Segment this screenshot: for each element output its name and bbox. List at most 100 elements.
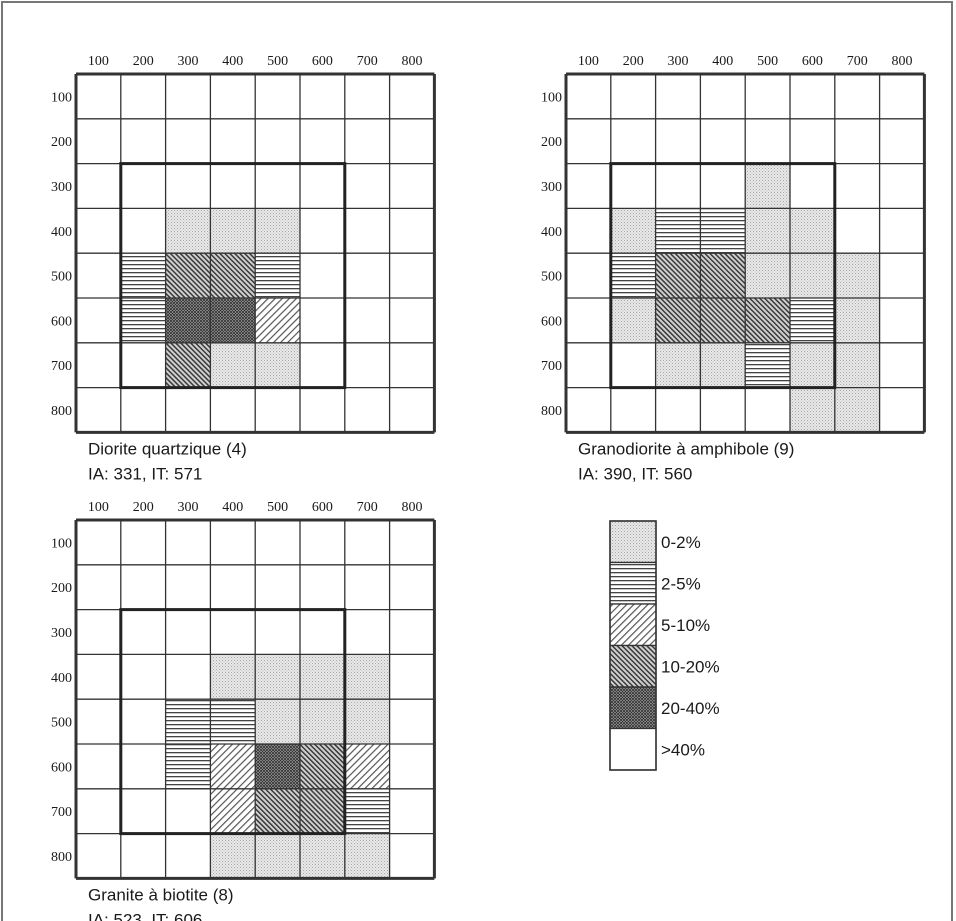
grid-cell xyxy=(655,208,701,254)
grid-cell xyxy=(120,609,166,655)
grid-cell xyxy=(76,833,121,879)
top-tick-label: 400 xyxy=(222,500,243,515)
left-tick-label: 400 xyxy=(51,225,72,240)
grid-cell xyxy=(120,788,166,834)
grid-cell xyxy=(655,163,701,209)
grid-cell xyxy=(165,788,211,834)
grid-cell xyxy=(745,74,790,119)
top-tick-label: 200 xyxy=(623,54,644,69)
left-tick-label: 100 xyxy=(51,90,72,105)
top-tick-label: 600 xyxy=(312,500,333,515)
legend-swatch xyxy=(609,686,657,730)
grid-cell xyxy=(655,342,701,388)
grid-cell xyxy=(610,253,656,298)
grid-cell xyxy=(210,699,256,744)
top-tick-label: 600 xyxy=(312,54,333,69)
grid-cell xyxy=(745,118,790,164)
grid-cell xyxy=(566,118,611,164)
grid-cell xyxy=(300,387,345,433)
grid-cell xyxy=(344,699,390,744)
panel-title: Granodiorite à amphibole (9) xyxy=(578,439,794,458)
grid-cell xyxy=(255,609,300,655)
grid-cell xyxy=(344,520,390,565)
grid-cell xyxy=(165,208,211,254)
grid-cell xyxy=(566,298,611,343)
grid-cell xyxy=(120,163,166,209)
grid-cell xyxy=(120,208,166,254)
grid-cell xyxy=(834,74,880,119)
grid-cell xyxy=(790,253,835,298)
grid-cell xyxy=(344,342,390,388)
grid-cell xyxy=(300,253,345,298)
grid-cell xyxy=(255,788,300,834)
grid-cell xyxy=(745,253,790,298)
grid-cell xyxy=(165,118,211,164)
grid-cell xyxy=(745,298,790,343)
grid-cell xyxy=(210,744,256,789)
grid-cell xyxy=(255,833,300,879)
grid-cell xyxy=(76,744,121,789)
top-tick-label: 500 xyxy=(757,54,778,69)
grid-cell xyxy=(165,520,211,565)
grid-cell xyxy=(879,342,925,388)
grid-cell xyxy=(165,609,211,655)
grid-cell xyxy=(655,298,701,343)
grid-cell xyxy=(300,788,345,834)
grid-cell xyxy=(389,699,435,744)
grid-cell xyxy=(700,387,746,433)
panel-granodiorite-amphibole: 100 200 300 400 500 600 700 800 100 200 300 400 500 6… xyxy=(541,54,926,483)
grid-cell xyxy=(210,298,256,343)
left-tick-label: 700 xyxy=(541,359,562,374)
panel-diorite-quartzique: 100 200 300 400 500 600 700 800 100 200 300 400 500 6… xyxy=(51,54,436,483)
grid-cell xyxy=(255,342,300,388)
grid-cell xyxy=(389,74,435,119)
grid-cell xyxy=(255,699,300,744)
grid-cell xyxy=(389,609,435,655)
legend-frame xyxy=(609,520,657,771)
inner-region-box xyxy=(119,162,347,390)
grid-cell xyxy=(344,118,390,164)
grid-cell xyxy=(879,387,925,433)
grid-cell xyxy=(610,118,656,164)
grid-cell xyxy=(344,564,390,610)
grid-cell xyxy=(120,342,166,388)
top-tick-label: 400 xyxy=(712,54,733,69)
grid-cell xyxy=(655,118,701,164)
left-tick-label: 700 xyxy=(51,805,72,820)
top-tick-label: 500 xyxy=(267,500,288,515)
grid-cell xyxy=(210,118,256,164)
grid-cell xyxy=(610,387,656,433)
grid-cell xyxy=(610,74,656,119)
grid-cell xyxy=(210,208,256,254)
left-tick-label: 800 xyxy=(541,404,562,419)
grid-cell xyxy=(389,564,435,610)
legend-label: 0-2% xyxy=(661,533,701,552)
grid-cell xyxy=(210,833,256,879)
top-tick-label: 300 xyxy=(178,500,199,515)
panel-title: Granite à biotite (8) xyxy=(88,885,234,904)
grid-cell xyxy=(300,208,345,254)
left-tick-label: 200 xyxy=(51,581,72,596)
left-tick-label: 300 xyxy=(541,180,562,195)
grid-cell xyxy=(834,208,880,254)
left-tick-label: 200 xyxy=(51,135,72,150)
grid-cell xyxy=(255,520,300,565)
grid-cell xyxy=(745,342,790,388)
grid-cell xyxy=(834,387,880,433)
grid-cell xyxy=(76,253,121,298)
grid-cell xyxy=(655,253,701,298)
grid-cell xyxy=(700,163,746,209)
grid-cell xyxy=(120,744,166,789)
panel-indices: IA: 523, IT: 606 xyxy=(88,910,202,921)
grid-cell xyxy=(790,298,835,343)
grid-cell xyxy=(76,654,121,700)
grid-cell xyxy=(120,833,166,879)
grid-cell xyxy=(610,208,656,254)
top-tick-label: 100 xyxy=(578,54,599,69)
panel-indices: IA: 390, IT: 560 xyxy=(578,464,692,483)
grid-cell xyxy=(300,564,345,610)
grid-cell xyxy=(255,74,300,119)
left-tick-label: 400 xyxy=(51,671,72,686)
left-tick-label: 400 xyxy=(541,225,562,240)
